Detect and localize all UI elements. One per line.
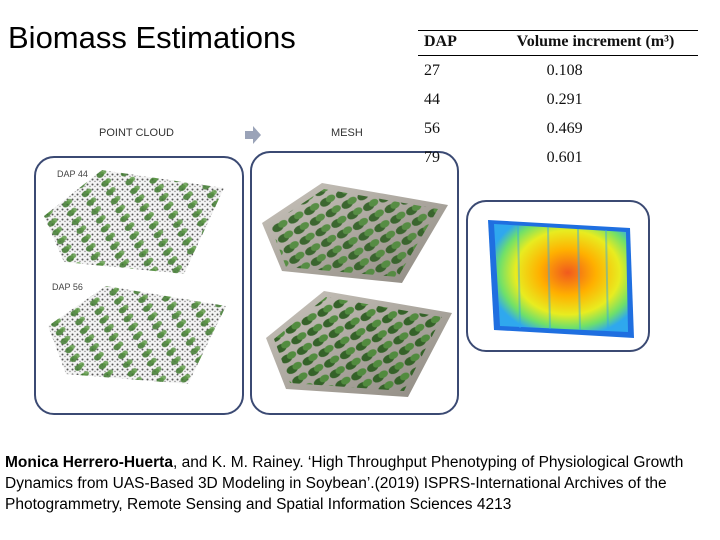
table-row: 79 0.601 [418, 143, 698, 172]
volume-cell: 0.601 [546, 148, 583, 166]
point-cloud-panel [34, 156, 244, 415]
mesh-label: MESH [331, 127, 363, 139]
table-header-dap: DAP [418, 30, 467, 56]
dap-cell: 27 [424, 61, 440, 79]
dap-cell: 44 [424, 90, 440, 108]
heatmap-panel [466, 200, 650, 352]
table-row: 44 0.291 [418, 85, 698, 114]
mesh-images [262, 183, 452, 397]
point-cloud-label: POINT CLOUD [99, 127, 174, 139]
table-row: 56 0.469 [418, 114, 698, 143]
arrow-right-icon [245, 126, 261, 144]
citation-text: , and K. M. Rainey. ‘High Throughput Phe… [5, 454, 684, 513]
volume-cell: 0.108 [546, 61, 583, 79]
volume-table: DAP Volume increment (m³) 27 0.108 44 0.… [418, 30, 698, 170]
dap-cell: 56 [424, 119, 440, 137]
dap-cell: 79 [424, 148, 440, 166]
slide-title: Biomass Estimations [8, 20, 296, 55]
dap-56-label: DAP 56 [52, 282, 83, 292]
volume-cell: 0.291 [546, 90, 583, 108]
mesh-panel [250, 151, 459, 415]
citation-author: Monica Herrero-Huerta [5, 454, 173, 471]
point-cloud-images [44, 170, 226, 384]
table-header-volume: Volume increment (m³) [466, 30, 698, 56]
table-row: 27 0.108 [418, 56, 698, 86]
dap-44-label: DAP 44 [57, 169, 88, 179]
volume-cell: 0.469 [546, 119, 583, 137]
citation: Monica Herrero-Huerta, and K. M. Rainey.… [5, 452, 715, 515]
volume-heatmap [488, 220, 634, 338]
